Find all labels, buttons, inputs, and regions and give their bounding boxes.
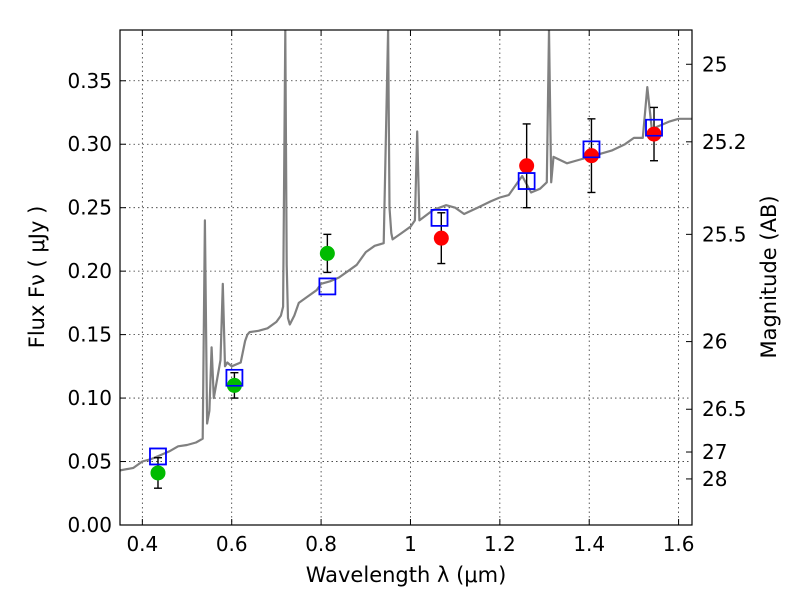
y-axis-label: Flux Fν ( μJy )	[25, 206, 49, 349]
y-tick-label: 0.15	[67, 323, 112, 347]
optical-photometry-point	[319, 245, 335, 261]
gridlines	[120, 30, 692, 525]
axes: 0.4 0.6 0.8 1 1.2 1.4 1.6 0.00 0.05 0.10 0.15 0.20 0…	[67, 30, 747, 556]
nir-photometry-point	[583, 148, 599, 164]
y-tick-label: 0.35	[67, 69, 112, 93]
x-axis-label: Wavelength λ (μm)	[306, 563, 507, 587]
model-flux-square-outline	[582, 140, 601, 159]
y-tick-label: 0.30	[67, 132, 112, 156]
plot-area	[120, 30, 692, 489]
right-tick-label: 25.5	[702, 222, 747, 246]
nir-photometry-point	[519, 158, 535, 174]
nir-photometry-point	[646, 126, 662, 142]
model-flux-square-outline	[149, 447, 167, 466]
y-tick-label: 0.25	[67, 196, 112, 220]
nir-photometry-point	[433, 230, 449, 246]
model-flux-square-outline	[318, 277, 337, 296]
x-tick-label: 0.4	[126, 532, 158, 556]
y-tick-label: 0.20	[67, 259, 112, 283]
model-flux-square-outline	[225, 368, 244, 387]
x-tick-label: 1	[404, 532, 417, 556]
x-tick-label: 1.4	[573, 532, 605, 556]
model-flux-square-outline	[430, 209, 449, 227]
right-tick-label: 26	[702, 330, 727, 354]
x-tick-label: 1.2	[484, 532, 516, 556]
y-tick-label: 0.05	[67, 450, 112, 474]
right-axis-label: Magnitude (AB)	[757, 195, 781, 358]
x-tick-label: 1.6	[663, 532, 695, 556]
x-tick-label: 0.6	[216, 532, 248, 556]
right-tick-label: 28	[702, 467, 727, 491]
right-tick-label: 27	[702, 440, 727, 464]
right-tick-label: 26.5	[702, 397, 747, 421]
x-tick-label: 0.8	[305, 532, 337, 556]
model-flux-square-outline	[645, 118, 663, 137]
y-tick-label: 0.00	[67, 513, 112, 537]
plot-frame	[119, 29, 693, 526]
optical-photometry-point	[150, 465, 166, 481]
model-flux-square-outline	[517, 172, 536, 190]
model-sed-line	[120, 30, 692, 472]
right-tick-label: 25	[702, 52, 727, 76]
right-tick-label: 25.2	[702, 130, 747, 154]
y-tick-label: 0.10	[67, 386, 112, 410]
